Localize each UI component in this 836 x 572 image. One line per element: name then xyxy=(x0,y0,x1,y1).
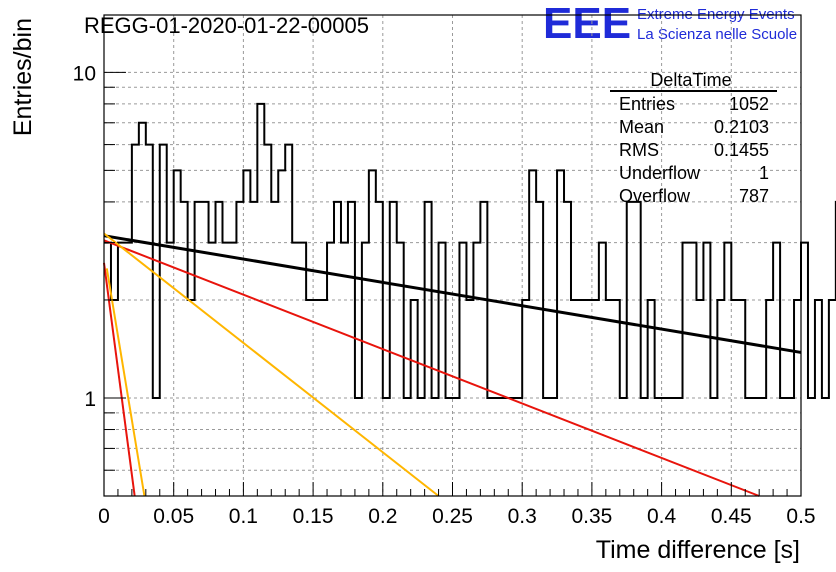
logo-line-2: La Scienza nelle Scuole xyxy=(637,26,797,43)
x-tick-label: 0.3 xyxy=(508,505,537,528)
fit-curve-5 xyxy=(105,268,146,497)
x-tick-label: 0.4 xyxy=(647,505,677,528)
x-tick-label: 0.25 xyxy=(432,505,473,528)
x-tick-label: 0.15 xyxy=(293,505,334,528)
y-tick-label: 10 xyxy=(73,62,96,85)
axes: 0 0.05 0.1 0.15 0.2 0.25 0.3 0.35 0.4 0.45 0.5 1 10 xyxy=(73,62,816,528)
stats-rows: Entries 1052 Mean 0.2103 RMS 0.1455 Underflow 1… xyxy=(619,94,769,206)
stats-row-value: 1 xyxy=(759,163,769,183)
chart-title: REGG-01-2020-01-22-00005 xyxy=(84,13,369,38)
stats-box: DeltaTime Entries 1052 Mean 0.2103 RMS 0.1455… xyxy=(610,70,777,206)
histogram-series xyxy=(104,102,836,399)
stats-row-label: RMS xyxy=(619,140,659,160)
plot-content xyxy=(103,102,836,497)
x-tick-label: 0.5 xyxy=(786,505,815,528)
logo-eee-text: EEE xyxy=(543,0,631,48)
stats-row-value: 1052 xyxy=(729,94,769,114)
x-tick-label: 0.1 xyxy=(229,505,258,528)
stats-row-value: 787 xyxy=(739,186,769,206)
x-tick-label: 0.35 xyxy=(571,505,612,528)
x-tick-label: 0.45 xyxy=(711,505,752,528)
x-tick-label: 0.05 xyxy=(153,505,194,528)
stats-row-label: Underflow xyxy=(619,163,701,183)
stats-row-value: 0.2103 xyxy=(714,117,769,137)
y-tick-label: 1 xyxy=(84,388,96,411)
stats-title: DeltaTime xyxy=(650,70,731,90)
y-axis-title: Entries/bin xyxy=(9,18,37,136)
stats-row-value: 0.1455 xyxy=(714,140,769,160)
x-axis-title: Time difference [s] xyxy=(596,536,800,564)
fit-curve-4 xyxy=(103,262,136,497)
grid-lines xyxy=(104,15,801,497)
fit-curve-3 xyxy=(103,232,440,497)
fit-curve-1 xyxy=(103,234,802,354)
stats-row-label: Mean xyxy=(619,117,664,137)
stats-row-label: Overflow xyxy=(619,186,691,206)
x-tick-label: 0 xyxy=(98,505,110,528)
fit-curve-2 xyxy=(103,239,760,497)
stats-row-label: Entries xyxy=(619,94,675,114)
x-tick-label: 0.2 xyxy=(368,505,397,528)
